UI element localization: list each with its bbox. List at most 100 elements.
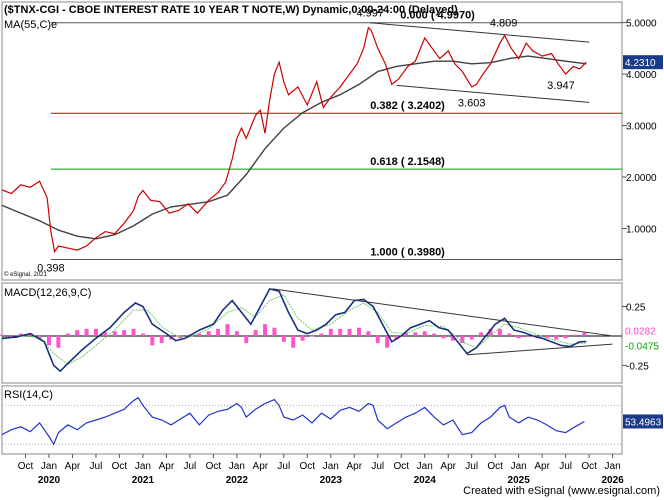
macd-histogram-bar: [122, 330, 127, 336]
macd-histogram-bar: [18, 333, 23, 336]
macd-histogram-bar: [544, 335, 549, 339]
month-label: Jul: [90, 461, 103, 472]
macd-value-box-bg: [623, 338, 663, 353]
macd-histogram-bar: [253, 330, 258, 336]
chart-title: ($TNX-CGI - CBOE INTEREST RATE 10 YEAR T…: [4, 4, 458, 16]
month-label: Apr: [346, 461, 362, 472]
rsi-panel: 53.4963: [1, 396, 663, 446]
month-label: Jul: [559, 461, 572, 472]
macd-histogram-bar: [37, 335, 42, 340]
month-label: Jan: [511, 461, 527, 472]
price-trendline: [396, 84, 590, 103]
month-label: Oct: [18, 461, 34, 472]
price-annotation: 4.809: [490, 17, 518, 29]
price-y-tick-label: 2.0000: [626, 173, 657, 184]
year-label: 2024: [414, 475, 437, 486]
year-label: 2026: [601, 475, 624, 486]
month-label: Apr: [534, 461, 550, 472]
macd-histogram-bar: [112, 331, 117, 336]
macd-value-box-bg: [623, 323, 663, 338]
macd-histogram-bar: [131, 328, 136, 336]
year-label: 2021: [132, 475, 155, 486]
price-annotation: 4.997: [356, 8, 384, 20]
macd-histogram-bar: [375, 335, 380, 343]
price-y-tick-label: 5.0000: [626, 19, 657, 30]
price-y-tick-label: 4.0000: [626, 70, 657, 81]
month-label: Apr: [440, 461, 456, 472]
ma-indicator-label: MA(55,C)e: [4, 19, 57, 31]
macd-histogram-bar: [460, 335, 465, 343]
month-label: Oct: [487, 461, 503, 472]
macd-histogram-bar: [216, 328, 221, 336]
macd-histogram-bar: [328, 328, 333, 336]
year-label: 2023: [320, 475, 343, 486]
rsi-panel-frame: [1, 385, 623, 455]
macd-histogram-bar: [46, 335, 51, 346]
macd-histogram-bar: [338, 328, 343, 336]
fib-level-label: 0.382 ( 3.2402): [370, 100, 445, 112]
month-label: Oct: [206, 461, 222, 472]
macd-histogram-bar: [516, 335, 521, 339]
macd-histogram-bar: [272, 327, 277, 336]
month-label: Jul: [371, 461, 384, 472]
macd-histogram-bar: [28, 333, 33, 336]
macd-histogram-bar: [394, 335, 399, 340]
macd-histogram-bar: [413, 332, 418, 336]
macd-histogram-bar: [225, 324, 230, 336]
macd-histogram-bar: [366, 331, 371, 336]
month-label: Jul: [465, 461, 478, 472]
macd-histogram-bar: [422, 331, 427, 336]
macd-histogram-bar: [244, 335, 249, 343]
price-trendline: [370, 22, 590, 43]
macd-trendline: [272, 288, 613, 337]
macd-histogram-bar: [300, 335, 305, 341]
month-label: Jan: [41, 461, 57, 472]
macd-histogram-bar: [56, 335, 61, 348]
macd-value-label: 0.0282: [625, 327, 656, 338]
macd-line: [1, 287, 587, 373]
macd-histogram-bar: [356, 327, 361, 336]
month-label: Apr: [65, 461, 81, 472]
macd-histogram-bar: [347, 328, 352, 336]
macd-histogram-bar: [150, 335, 155, 346]
price-panel: 1.0000 2.0000 3.0000 4.0000 5.0000 0.000 ( 4.…: [1, 8, 663, 275]
month-label: Jan: [417, 461, 433, 472]
price-line: [1, 26, 587, 254]
macd-histogram-bar: [479, 332, 484, 336]
month-label: Jul: [277, 461, 290, 472]
fib-level-label: 0.000 ( 4.9970): [400, 10, 475, 22]
macd-histogram-bar: [488, 328, 493, 336]
macd-value-label: -0.0475: [625, 342, 659, 353]
month-label: Jan: [605, 461, 621, 472]
ma-line: [1, 55, 587, 240]
macd-histogram-bar: [497, 328, 502, 336]
macd-histogram-bar: [385, 335, 390, 348]
macd-histogram-bar: [403, 332, 408, 336]
month-label: Jan: [135, 461, 151, 472]
price-annotation: 3.603: [458, 98, 486, 110]
price-last-value-text: 4.2310: [625, 58, 656, 69]
macd-indicator-label: MACD(12,26,9,C): [4, 287, 91, 299]
macd-histogram-bar: [84, 328, 89, 336]
year-label: 2025: [508, 475, 531, 486]
month-label: Oct: [112, 461, 128, 472]
month-label: Oct: [300, 461, 316, 472]
price-last-value-bg: [623, 55, 663, 70]
rsi-last-value-text: 53.4963: [625, 417, 662, 428]
time-axis: Oct Jan Apr Jul Oct Jan Apr Jul Oct Jan Apr Jul Oct J…: [18, 454, 624, 486]
month-label: Apr: [159, 461, 175, 472]
macd-panel: 0.25 -0.25 0.0282 -0.0475: [0, 287, 663, 373]
macd-histogram-bar: [281, 335, 286, 342]
year-label: 2022: [226, 475, 249, 486]
price-last-value: 4.2310: [623, 55, 663, 70]
macd-histogram-bar: [526, 335, 531, 338]
rsi-indicator-label: RSI(14,C): [4, 389, 53, 401]
price-panel-frame: [1, 1, 623, 281]
macd-histogram-bar: [178, 335, 183, 339]
fib-level-label: 1.000 ( 0.3980): [370, 247, 445, 259]
macd-histogram-bar: [0, 334, 4, 336]
macd-y-tick-label: 0.25: [626, 303, 646, 314]
macd-histogram-bar: [507, 333, 512, 336]
